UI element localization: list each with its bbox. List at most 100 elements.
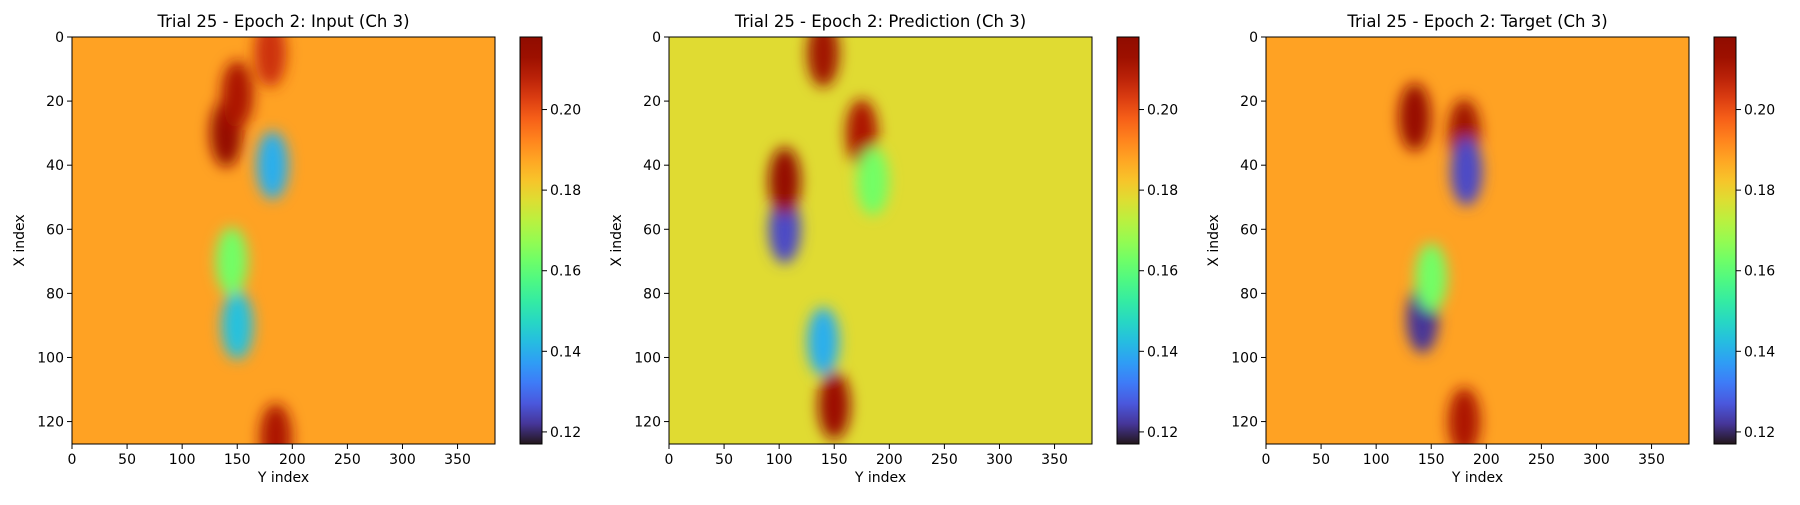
- colorbar-tick-label: 0.20: [1147, 103, 1178, 119]
- colorbar-tick-label: 0.16: [1147, 264, 1178, 280]
- y-tick-label: 80: [1240, 286, 1258, 302]
- heatmap-feature: [221, 60, 254, 129]
- x-tick-label: 200: [279, 452, 306, 468]
- plot-frame: [668, 36, 1093, 445]
- plot-frame: [1265, 36, 1690, 445]
- heatmap-feature: [1398, 83, 1431, 152]
- y-tick-label: 20: [1240, 94, 1258, 110]
- heatmap-panel-1: Trial 25 - Epoch 2: Input (Ch 3) 0 50 100 15…: [12, 12, 581, 486]
- y-tick-label: 20: [643, 94, 661, 110]
- chart-title: Trial 25 - Epoch 2: Input (Ch 3): [156, 12, 409, 31]
- heatmap-field: [669, 37, 1092, 444]
- chart-title: Trial 25 - Epoch 2: Target (Ch 3): [1346, 12, 1607, 31]
- heatmap-feature: [768, 147, 801, 216]
- y-tick-label: 60: [1240, 222, 1258, 238]
- heatmap-feature: [1450, 137, 1483, 206]
- x-tick-label: 300: [389, 452, 416, 468]
- plot-frame: [71, 36, 496, 445]
- colorbar-tick-label: 0.18: [1147, 183, 1178, 199]
- y-tick-label: 40: [1240, 158, 1258, 174]
- heatmap-feature: [818, 371, 851, 440]
- colorbar: [520, 37, 542, 444]
- colorbar: [1117, 37, 1139, 444]
- heatmap-feature: [254, 37, 287, 88]
- heatmap-feature: [807, 37, 840, 88]
- x-tick-label: 200: [876, 452, 903, 468]
- colorbar-tick-label: 0.20: [1744, 103, 1775, 119]
- y-tick-label: 40: [46, 158, 64, 174]
- colorbar-tick-label: 0.12: [1744, 425, 1775, 441]
- y-tick-label: 120: [634, 415, 661, 431]
- colorbar-tick-label: 0.12: [550, 425, 581, 441]
- heatmap-field: [1266, 37, 1689, 444]
- x-tick-label: 250: [334, 452, 361, 468]
- x-axis-label: Y index: [257, 470, 309, 486]
- y-tick-label: 20: [46, 94, 64, 110]
- heatmap-feature: [259, 403, 292, 444]
- y-tick-label: 60: [643, 222, 661, 238]
- heatmap-panel-2: Trial 25 - Epoch 2: Prediction (Ch 3) 0 50…: [609, 12, 1178, 486]
- colorbar-tick-label: 0.14: [550, 344, 581, 360]
- x-tick-label: 150: [224, 452, 251, 468]
- colorbar-tick-label: 0.14: [1744, 344, 1775, 360]
- x-tick-label: 300: [1583, 452, 1610, 468]
- heatmap-field: [72, 37, 495, 444]
- heatmap-feature: [1415, 243, 1448, 312]
- colorbar-tick-label: 0.16: [1744, 264, 1775, 280]
- x-tick-label: 100: [1363, 452, 1390, 468]
- heatmap-feature: [221, 291, 254, 360]
- colorbar-tick-label: 0.20: [550, 103, 581, 119]
- y-axis-label: X index: [609, 214, 625, 266]
- y-tick-label: 80: [46, 286, 64, 302]
- heatmap-feature: [1448, 387, 1481, 444]
- y-tick-label: 100: [634, 350, 661, 366]
- y-tick-label: 80: [643, 286, 661, 302]
- colorbar-tick-label: 0.12: [1147, 425, 1178, 441]
- x-tick-label: 350: [1638, 452, 1665, 468]
- colorbar-tick-label: 0.18: [550, 183, 581, 199]
- colorbar-tick-label: 0.16: [550, 264, 581, 280]
- heatmap-feature: [256, 131, 289, 200]
- colorbar-frame: [1116, 36, 1140, 445]
- heatmap-feature: [768, 195, 801, 264]
- colorbar-frame: [519, 36, 543, 445]
- heatmap-background: [1266, 37, 1689, 444]
- colorbar-tick-label: 0.14: [1147, 344, 1178, 360]
- heatmap-panel-3: Trial 25 - Epoch 2: Target (Ch 3) 0 50 100 1…: [1206, 12, 1775, 486]
- colorbar: [1714, 37, 1736, 444]
- x-tick-label: 50: [1312, 452, 1330, 468]
- y-tick-label: 0: [652, 30, 661, 46]
- x-tick-label: 100: [169, 452, 196, 468]
- x-tick-label: 0: [1262, 452, 1271, 468]
- heatmap-feature: [215, 227, 248, 296]
- y-tick-label: 100: [37, 350, 64, 366]
- y-tick-label: 40: [643, 158, 661, 174]
- colorbar-tick-label: 0.18: [1744, 183, 1775, 199]
- x-tick-label: 100: [766, 452, 793, 468]
- x-tick-label: 150: [821, 452, 848, 468]
- y-tick-label: 0: [55, 30, 64, 46]
- y-axis-label: X index: [1206, 214, 1222, 266]
- y-tick-label: 0: [1249, 30, 1258, 46]
- y-tick-label: 60: [46, 222, 64, 238]
- x-tick-label: 350: [444, 452, 471, 468]
- x-tick-label: 200: [1473, 452, 1500, 468]
- x-tick-label: 0: [665, 452, 674, 468]
- x-tick-label: 50: [118, 452, 136, 468]
- x-tick-label: 150: [1418, 452, 1445, 468]
- colorbar-frame: [1713, 36, 1737, 445]
- y-tick-label: 100: [1231, 350, 1258, 366]
- y-tick-label: 120: [37, 415, 64, 431]
- x-tick-label: 0: [68, 452, 77, 468]
- heatmap-background: [669, 37, 1092, 444]
- x-tick-label: 250: [931, 452, 958, 468]
- x-tick-label: 350: [1041, 452, 1068, 468]
- x-axis-label: Y index: [1451, 470, 1503, 486]
- x-tick-label: 300: [986, 452, 1013, 468]
- heatmap-feature: [807, 307, 840, 376]
- y-tick-label: 120: [1231, 415, 1258, 431]
- x-axis-label: Y index: [854, 470, 906, 486]
- heatmap-background: [72, 37, 495, 444]
- heatmap-feature: [856, 147, 889, 216]
